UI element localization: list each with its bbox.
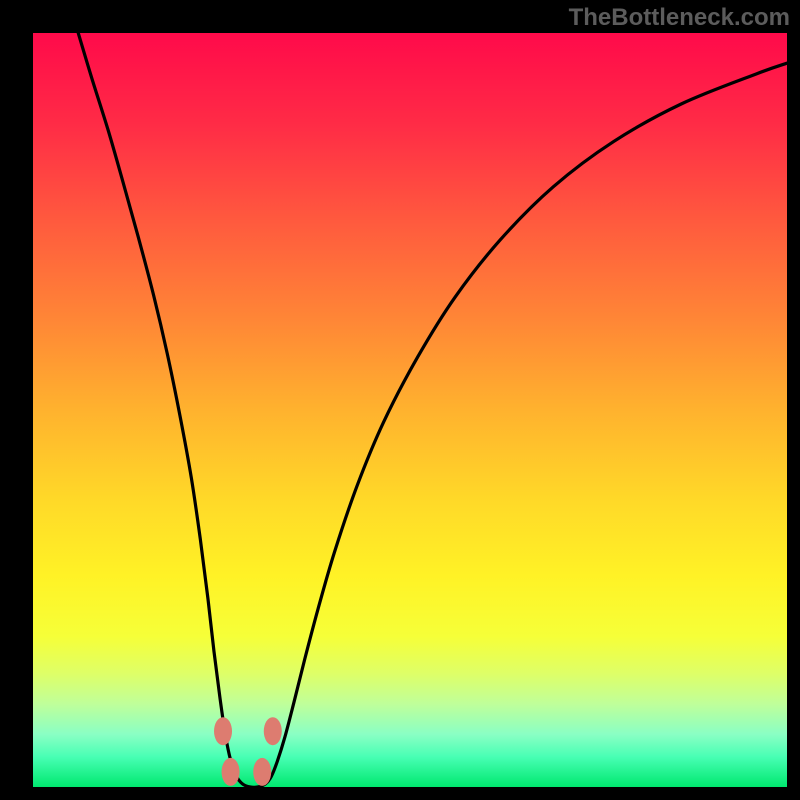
marker-blob [222,758,240,786]
marker-blob [264,717,282,745]
bottleneck-curve [78,33,787,787]
plot-area [33,33,787,787]
watermark-text: TheBottleneck.com [569,4,790,32]
chart-svg [33,33,787,787]
canvas: TheBottleneck.com [0,0,800,800]
marker-blob [253,758,271,786]
marker-blob [214,717,232,745]
